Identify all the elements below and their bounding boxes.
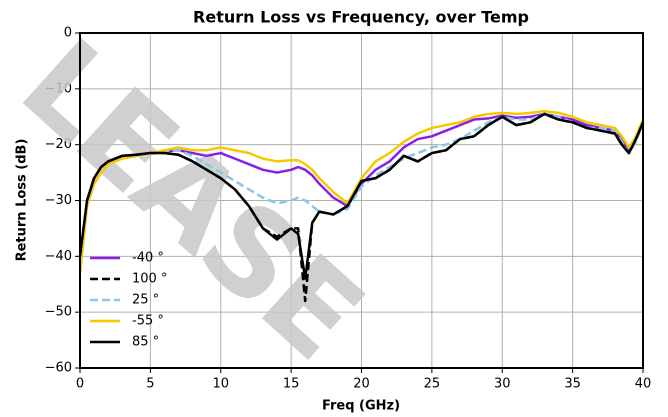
y-tick-label: −20 xyxy=(45,137,72,152)
y-axis-label: Return Loss (dB) xyxy=(15,139,30,262)
x-tick-label: 40 xyxy=(635,377,652,392)
x-tick-label: 25 xyxy=(424,377,441,392)
x-tick-label: 15 xyxy=(283,377,300,392)
legend-label: 25 ° xyxy=(132,293,159,308)
chart-title: Return Loss vs Frequency, over Temp xyxy=(193,8,529,27)
series-line xyxy=(78,112,645,280)
x-tick-label: 10 xyxy=(212,377,229,392)
legend-label: 85 ° xyxy=(132,335,159,350)
x-tick-label: 0 xyxy=(76,377,84,392)
x-tick-label: 20 xyxy=(353,377,370,392)
x-tick-label: 35 xyxy=(564,377,581,392)
y-tick-label: −30 xyxy=(45,193,72,208)
x-tick-label: 5 xyxy=(146,377,154,392)
x-axis-label: Freq (GHz) xyxy=(322,399,400,414)
legend-label: 100 ° xyxy=(132,272,167,287)
series-line xyxy=(78,112,645,257)
y-tick-label: −10 xyxy=(45,81,72,96)
x-tick-label: 30 xyxy=(494,377,511,392)
y-tick-label: −40 xyxy=(45,249,72,264)
legend-label: -55 ° xyxy=(132,314,164,329)
y-tick-label: 0 xyxy=(64,26,72,41)
series-line xyxy=(78,109,645,274)
y-tick-label: −50 xyxy=(45,305,72,320)
legend-label: -40 ° xyxy=(132,251,164,266)
y-tick-label: −60 xyxy=(45,361,72,376)
plot-frame xyxy=(79,32,644,369)
